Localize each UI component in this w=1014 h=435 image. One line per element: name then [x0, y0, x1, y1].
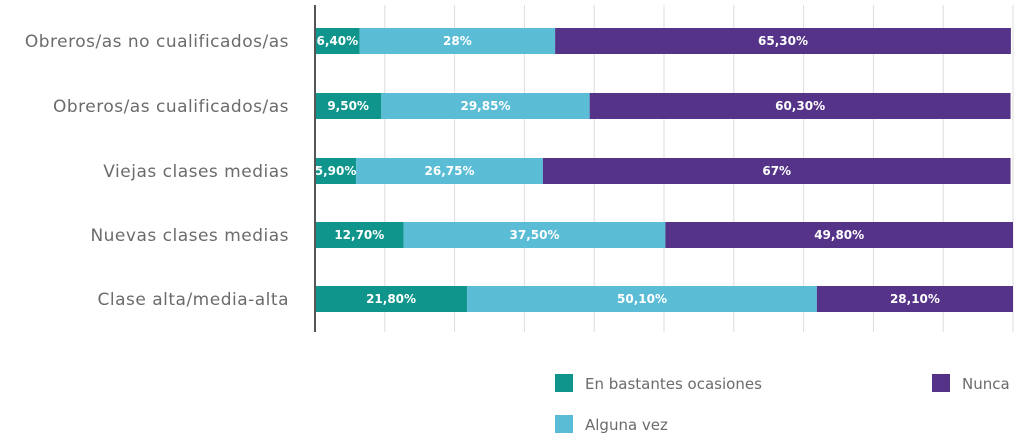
legend-label: En bastantes ocasiones — [585, 375, 762, 393]
data-label: 37,50% — [510, 228, 560, 242]
legend-label: Nunca — [962, 375, 1010, 393]
bar-segment — [315, 28, 360, 54]
data-label: 49,80% — [814, 228, 864, 242]
legend-label: Alguna vez — [585, 416, 668, 434]
category-label: Nuevas clases medias — [90, 226, 289, 246]
data-label: 21,80% — [366, 292, 416, 306]
data-label: 60,30% — [775, 99, 825, 113]
bar-segment — [403, 222, 666, 248]
bar-segment — [816, 286, 1013, 312]
data-label: 9,50% — [327, 99, 369, 113]
data-label: 28,10% — [890, 292, 940, 306]
data-label: 50,10% — [617, 292, 667, 306]
category-label: Obreros/as no cualificados/as — [25, 32, 289, 52]
bar-segment — [665, 222, 1013, 248]
legend-swatch — [555, 415, 573, 433]
legend: En bastantes ocasiones Alguna vez Nunca — [555, 374, 1010, 434]
data-label: 12,70% — [334, 228, 384, 242]
category-label: Clase alta/media-alta — [98, 290, 290, 310]
data-label: 67% — [762, 164, 791, 178]
bar-segment — [542, 158, 1011, 184]
bar-segment — [589, 93, 1011, 119]
bars: 6,40% 28% 65,30% 9,50% 29,85% 60,30% 5,90% 26,7… — [315, 28, 1013, 312]
category-label: Viejas clases medias — [103, 162, 289, 182]
data-label: 65,30% — [758, 34, 808, 48]
bar-segment — [356, 158, 543, 184]
bar-segment — [381, 93, 590, 119]
bar-segment — [315, 286, 468, 312]
bar-segment — [315, 222, 404, 248]
data-label: 29,85% — [460, 99, 510, 113]
data-label: 26,75% — [425, 164, 475, 178]
data-label: 6,40% — [317, 34, 359, 48]
legend-swatch — [555, 374, 573, 392]
data-label: 5,90% — [315, 164, 357, 178]
bar-segment — [315, 158, 357, 184]
bar-segment — [315, 93, 382, 119]
category-labels: Obreros/as no cualificados/as Obreros/as … — [25, 32, 289, 310]
bar-segment — [555, 28, 1011, 54]
legend-swatch — [932, 374, 950, 392]
bar-segment — [359, 28, 556, 54]
category-label: Obreros/as cualificados/as — [53, 97, 289, 117]
data-label: 28% — [443, 34, 472, 48]
bar-segment — [467, 286, 817, 312]
